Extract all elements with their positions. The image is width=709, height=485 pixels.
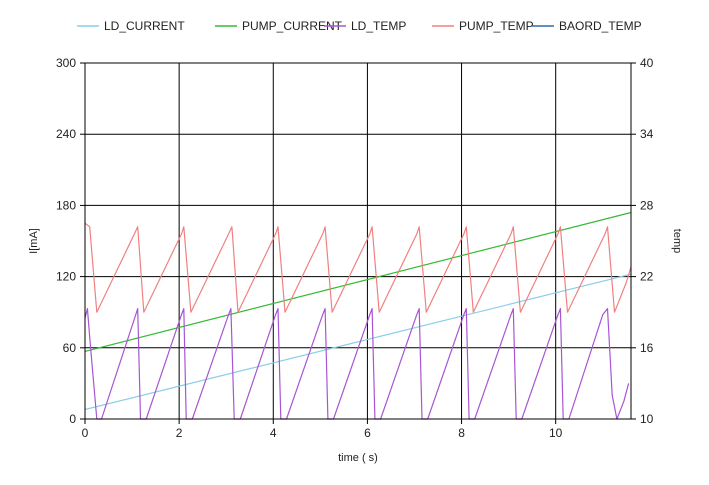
legend-label: LD_CURRENT <box>104 19 185 33</box>
y-tick-label: 0 <box>69 412 76 426</box>
series-line-ld-current <box>84 273 632 411</box>
series-line-pump-temp <box>84 222 632 313</box>
legend: LD_CURRENT PUMP_CURRENT LD_TEMP PUMP_TEMP BA… <box>77 19 642 33</box>
legend-label: LD_TEMP <box>351 19 406 33</box>
x-tick-label: 10 <box>549 426 563 440</box>
series-line-pump-current <box>84 211 632 352</box>
y2-axis-title: temp <box>671 229 683 253</box>
legend-item-pump-temp: PUMP_TEMP <box>432 19 534 33</box>
y-tick-label: 300 <box>56 56 76 70</box>
legend-label: PUMP_CURRENT <box>242 19 343 33</box>
ticks: 0 60 120 180 240 300 10 16 22 28 34 40 0 2 4 6 8 10 <box>56 56 654 440</box>
x-tick-label: 4 <box>270 426 277 440</box>
legend-item-ld-temp: LD_TEMP <box>324 19 406 33</box>
y-tick-label: 60 <box>63 341 77 355</box>
y-tick-label: 240 <box>56 127 76 141</box>
x-tick-label: 8 <box>458 426 465 440</box>
y-axis-title: I[mA] <box>28 228 40 254</box>
y-tick-label: 180 <box>56 198 76 212</box>
legend-label: PUMP_TEMP <box>459 19 534 33</box>
y2-tick-label: 34 <box>640 127 654 141</box>
x-tick-label: 0 <box>82 426 89 440</box>
legend-item-pump-current: PUMP_CURRENT <box>215 19 343 33</box>
legend-item-baord-temp: BAORD_TEMP <box>532 19 642 33</box>
y-tick-label: 120 <box>56 270 76 284</box>
y2-tick-label: 40 <box>640 56 654 70</box>
series-line-ld-temp <box>84 308 630 420</box>
x-tick-label: 2 <box>176 426 183 440</box>
y2-tick-label: 28 <box>640 198 654 212</box>
x-tick-label: 6 <box>364 426 371 440</box>
legend-item-ld-current: LD_CURRENT <box>77 19 185 33</box>
legend-label: BAORD_TEMP <box>559 19 642 33</box>
y2-tick-label: 22 <box>640 270 654 284</box>
grid <box>84 62 631 420</box>
plot-frame <box>84 62 632 420</box>
y2-tick-label: 10 <box>640 412 654 426</box>
x-axis-title: time ( s) <box>338 452 378 464</box>
series-layer <box>84 211 632 420</box>
y2-tick-label: 16 <box>640 341 654 355</box>
plot-border <box>84 62 632 420</box>
